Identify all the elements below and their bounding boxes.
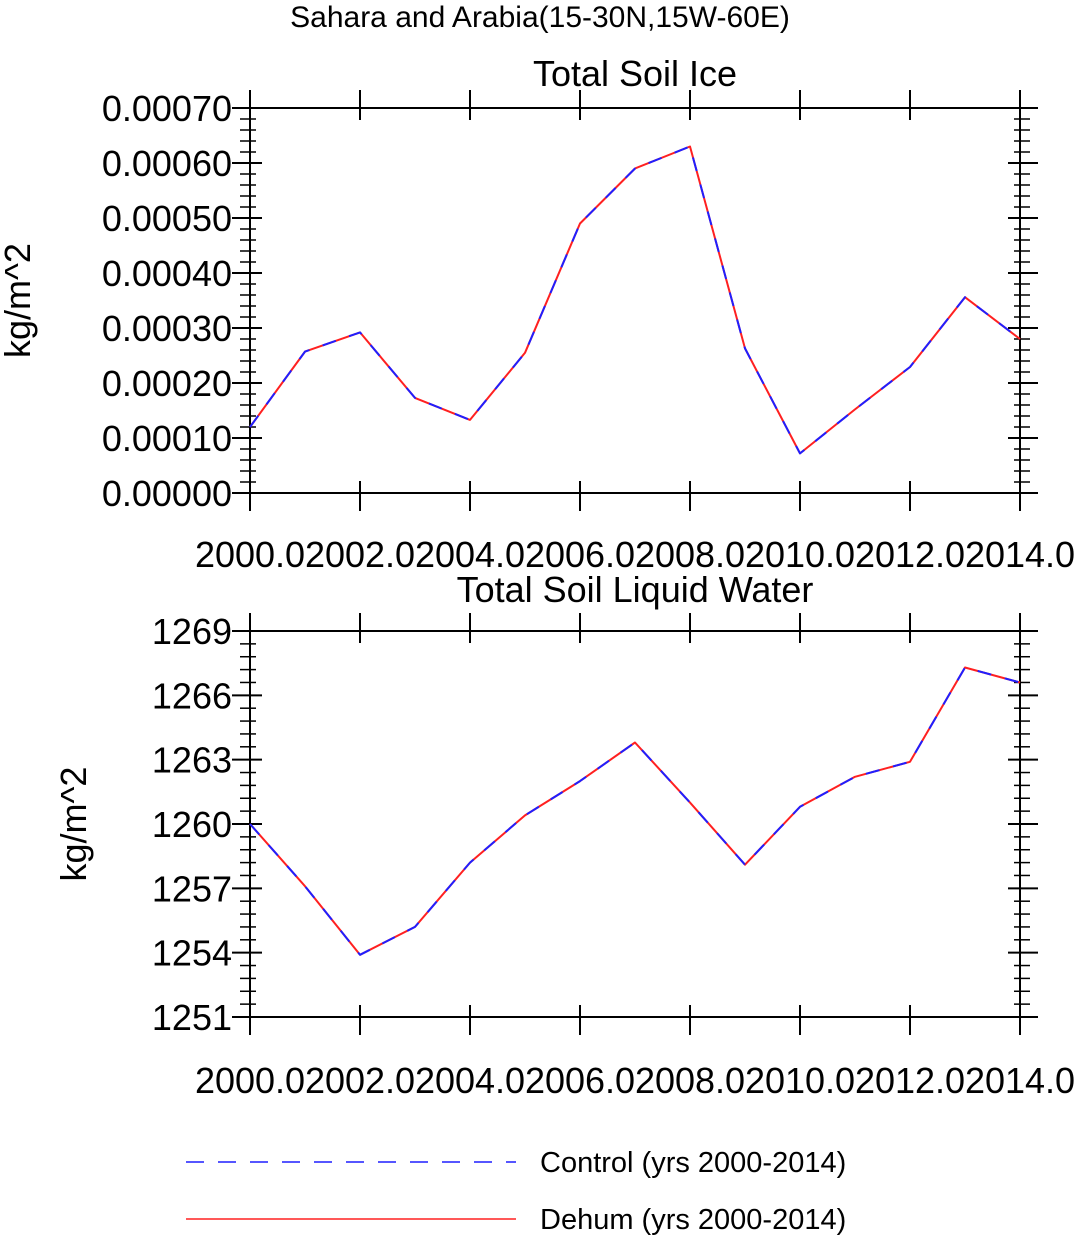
y-tick-label: 0.00010 [102,418,232,459]
y-tick-label: 1254 [152,933,232,974]
series-line-dehum [249,666,1021,956]
y-tick-label: 1269 [152,611,232,652]
x-tick-label: 2006.0 [525,1060,635,1101]
legend-label: Dehum (yrs 2000-2014) [540,1204,846,1236]
legend-label: Control (yrs 2000-2014) [540,1147,846,1179]
x-tick-label: 2008.0 [635,1060,745,1101]
y-tick-label: 0.00030 [102,308,232,349]
y-tick-label: 1263 [152,740,232,781]
x-tick-label: 2004.0 [415,1060,525,1101]
x-tick-label: 2014.0 [965,534,1075,575]
chart-panel-total-soil-ice: Total Soil Ice 0.00000 0.00010 0.00020 0.000… [0,53,1075,575]
chart-title: Total Soil Ice [533,53,737,94]
y-tick-label: 0.00070 [102,88,232,129]
plot-frame [249,630,1021,1018]
series-line-dehum [249,145,1021,455]
x-tick-label: 2008.0 [635,534,745,575]
chart-title: Total Soil Liquid Water [457,569,814,610]
x-tick-label: 2002.0 [305,1060,415,1101]
plot-frame [249,107,1021,494]
chart-panel-total-soil-liquid-water: Total Soil Liquid Water 1251 1254 1257 1260 1… [53,569,1075,1101]
y-tick-label: 1260 [152,804,232,845]
series-line-control [249,145,1021,455]
y-tick-label: 0.00000 [102,473,232,514]
figure-title: Sahara and Arabia(15-30N,15W-60E) [290,1,790,34]
x-tick-label: 2000.0 [195,534,305,575]
y-tick-label: 0.00060 [102,143,232,184]
series-line-control [249,666,1021,956]
x-tick-label: 2002.0 [305,534,415,575]
y-axis-label: kg/m^2 [0,243,38,358]
x-tick-label: 2012.0 [855,1060,965,1101]
y-tick-label: 1257 [152,868,232,909]
y-tick-label: 1251 [152,997,232,1038]
legend: Control (yrs 2000-2014) Dehum (yrs 2000-2… [186,1147,846,1236]
y-tick-label: 0.00050 [102,198,232,239]
x-tick-label: 2004.0 [415,534,525,575]
x-tick-label: 2012.0 [855,534,965,575]
x-tick-label: 2006.0 [525,534,635,575]
y-tick-label: 0.00020 [102,363,232,404]
y-tick-label: 1266 [152,675,232,716]
y-axis-label: kg/m^2 [53,767,94,882]
x-tick-label: 2000.0 [195,1060,305,1101]
x-tick-label: 2014.0 [965,1060,1075,1101]
y-tick-label: 0.00040 [102,253,232,294]
x-tick-label: 2010.0 [745,1060,855,1101]
x-tick-label: 2010.0 [745,534,855,575]
